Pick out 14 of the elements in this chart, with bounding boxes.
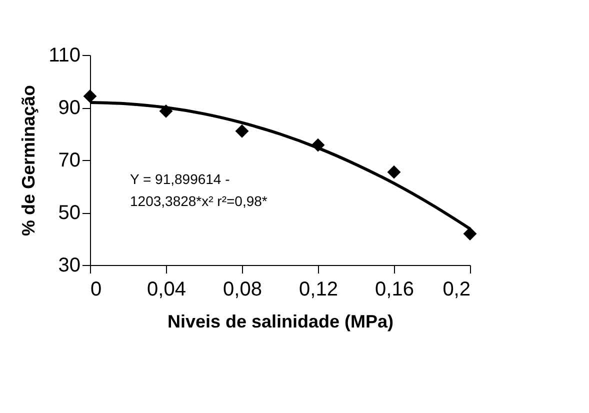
y-tick-label: 50: [58, 202, 80, 224]
annotation: Y = 91,899614 - 1203,3828*x² r²=0,98*: [130, 171, 268, 209]
x-tick-label: 0,04: [147, 278, 186, 300]
y-tick-label: 70: [58, 150, 80, 172]
y-tick-label: 110: [48, 44, 80, 66]
y-axis-title: % de Germinação: [18, 84, 39, 236]
x-axis-title: Niveis de salinidade (MPa): [167, 312, 394, 332]
x-tick-label: 0,12: [299, 278, 338, 300]
y-tick-label: 30: [58, 254, 80, 276]
x-tick-label: 0,16: [375, 278, 414, 300]
y-tick-label: 90: [58, 97, 80, 119]
x-tick-label: 0: [90, 278, 102, 300]
x-tick-label: 0,2: [442, 278, 470, 300]
x-tick-label: 0,08: [223, 278, 262, 300]
